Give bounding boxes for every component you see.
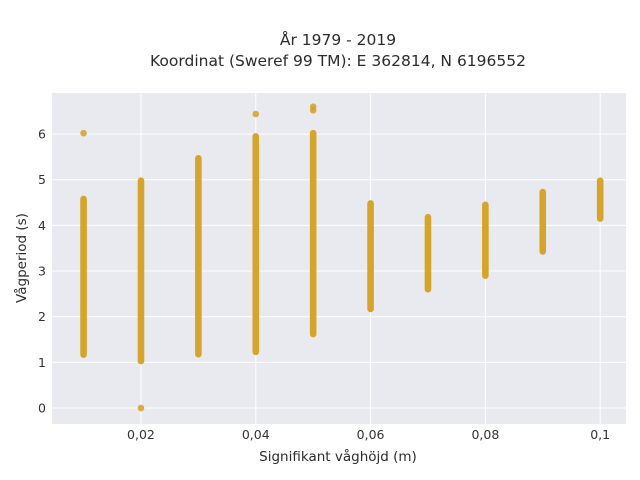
point-cluster bbox=[252, 133, 260, 356]
x-tick-label: 0,08 bbox=[471, 427, 499, 442]
data-point bbox=[137, 404, 145, 412]
point-cluster bbox=[596, 177, 604, 222]
y-tick-label: 5 bbox=[38, 172, 46, 187]
y-tick-label: 0 bbox=[38, 401, 46, 416]
y-tick-label: 1 bbox=[38, 355, 46, 370]
plot-area bbox=[52, 93, 626, 424]
x-tick-label: 0,06 bbox=[357, 427, 385, 442]
point-cluster bbox=[195, 154, 202, 358]
y-tick-label: 6 bbox=[38, 127, 46, 142]
y-tick-label: 2 bbox=[38, 309, 46, 324]
x-tick-label: 0,04 bbox=[242, 427, 270, 442]
point-cluster bbox=[80, 195, 87, 358]
point-cluster bbox=[137, 177, 145, 365]
x-tick-label: 0,1 bbox=[590, 427, 610, 442]
data-points bbox=[80, 103, 604, 412]
y-tick-label: 3 bbox=[38, 264, 46, 279]
chart-title-line-1: År 1979 - 2019 bbox=[280, 30, 396, 49]
point-cluster bbox=[367, 200, 374, 313]
data-point bbox=[252, 110, 260, 118]
y-tick-label: 4 bbox=[38, 218, 46, 233]
point-cluster bbox=[309, 129, 317, 338]
point-cluster bbox=[482, 201, 489, 279]
x-tick-label: 0,02 bbox=[127, 427, 155, 442]
point-cluster bbox=[424, 213, 432, 293]
data-point bbox=[309, 103, 317, 110]
tick-labels: 0 1 2 3 4 5 6 0,02 0,04 0,06 0,08 0,1 bbox=[38, 127, 610, 442]
chart-title-line-2: Koordinat (Sweref 99 TM): E 362814, N 61… bbox=[150, 52, 526, 70]
x-axis-title: Signifikant våghöjd (m) bbox=[259, 448, 417, 465]
point-cluster bbox=[539, 188, 547, 255]
y-axis-title: Vågperiod (s) bbox=[13, 213, 30, 303]
data-point bbox=[80, 129, 87, 137]
